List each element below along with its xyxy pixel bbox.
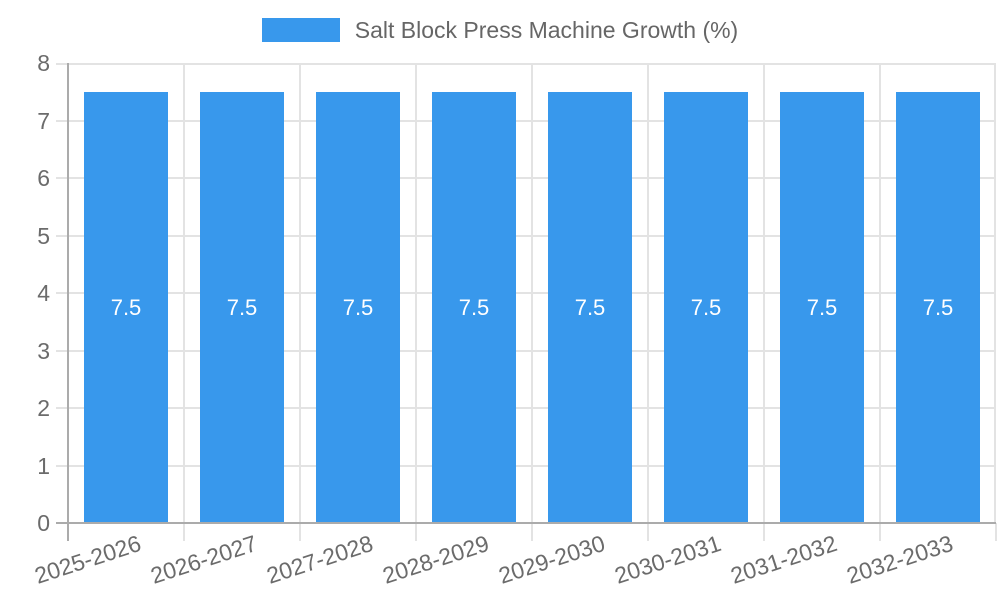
legend-label: Salt Block Press Machine Growth (%)	[354, 17, 739, 43]
gridline-vertical	[994, 63, 996, 523]
y-axis-label: 6	[37, 165, 50, 191]
x-axis-label: 2028-2029	[379, 530, 493, 589]
y-axis-line	[67, 63, 69, 541]
gridline-vertical	[763, 63, 765, 523]
plot-area: 7.5 7.5 7.5 7.5 7.5 7.5 7.5 7.5	[68, 63, 996, 523]
y-axis-tick	[56, 235, 68, 237]
y-axis-label: 1	[37, 453, 50, 479]
y-axis-tick	[56, 292, 68, 294]
bar[interactable]: 7.5	[84, 92, 168, 523]
bar[interactable]: 7.5	[548, 92, 632, 523]
bar-value-label: 7.5	[922, 294, 954, 320]
x-axis-label: 2027-2028	[263, 530, 377, 589]
y-axis-label: 0	[37, 510, 50, 536]
x-axis-tick	[299, 523, 301, 541]
x-axis-label: 2026-2027	[147, 530, 261, 589]
x-axis-tick	[183, 523, 185, 541]
chart-legend-item[interactable]: Salt Block Press Machine Growth (%)	[0, 16, 1000, 44]
bar-value-label: 7.5	[458, 294, 490, 320]
y-axis-label: 7	[37, 108, 50, 134]
bar-value-label: 7.5	[226, 294, 258, 320]
x-axis-tick	[995, 523, 997, 541]
y-axis-label: 2	[37, 395, 50, 421]
y-axis-label: 3	[37, 338, 50, 364]
gridline-vertical	[879, 63, 881, 523]
x-axis-tick	[763, 523, 765, 541]
gridline-vertical	[299, 63, 301, 523]
gridline-vertical	[183, 63, 185, 523]
bar[interactable]: 7.5	[664, 92, 748, 523]
y-axis-tick	[56, 350, 68, 352]
x-axis-tick	[879, 523, 881, 541]
bar[interactable]: 7.5	[780, 92, 864, 523]
bar-value-label: 7.5	[110, 294, 142, 320]
x-axis-label: 2031-2032	[727, 530, 841, 589]
x-axis-tick	[531, 523, 533, 541]
x-axis-label: 2025-2026	[31, 530, 145, 589]
bar-value-label: 7.5	[574, 294, 606, 320]
x-axis-label: 2030-2031	[611, 530, 725, 589]
y-axis-label: 8	[37, 50, 50, 76]
y-axis-tick	[56, 407, 68, 409]
gridline-vertical	[415, 63, 417, 523]
bar-value-label: 7.5	[690, 294, 722, 320]
y-axis-label: 4	[37, 280, 50, 306]
bar-value-label: 7.5	[342, 294, 374, 320]
y-axis-tick	[56, 120, 68, 122]
bar[interactable]: 7.5	[896, 92, 980, 523]
y-axis-tick	[56, 63, 68, 65]
bar[interactable]: 7.5	[432, 92, 516, 523]
gridline-vertical	[531, 63, 533, 523]
bar[interactable]: 7.5	[200, 92, 284, 523]
gridline-vertical	[647, 63, 649, 523]
bar[interactable]: 7.5	[316, 92, 400, 523]
x-axis-label: 2029-2030	[495, 530, 609, 589]
x-axis-tick	[647, 523, 649, 541]
x-axis-tick	[415, 523, 417, 541]
x-axis-line	[56, 522, 996, 524]
x-axis-label: 2032-2033	[843, 530, 957, 589]
bar-value-label: 7.5	[806, 294, 838, 320]
y-axis-tick	[56, 465, 68, 467]
y-axis-tick	[56, 177, 68, 179]
legend-swatch	[261, 18, 340, 42]
y-axis-label: 5	[37, 223, 50, 249]
